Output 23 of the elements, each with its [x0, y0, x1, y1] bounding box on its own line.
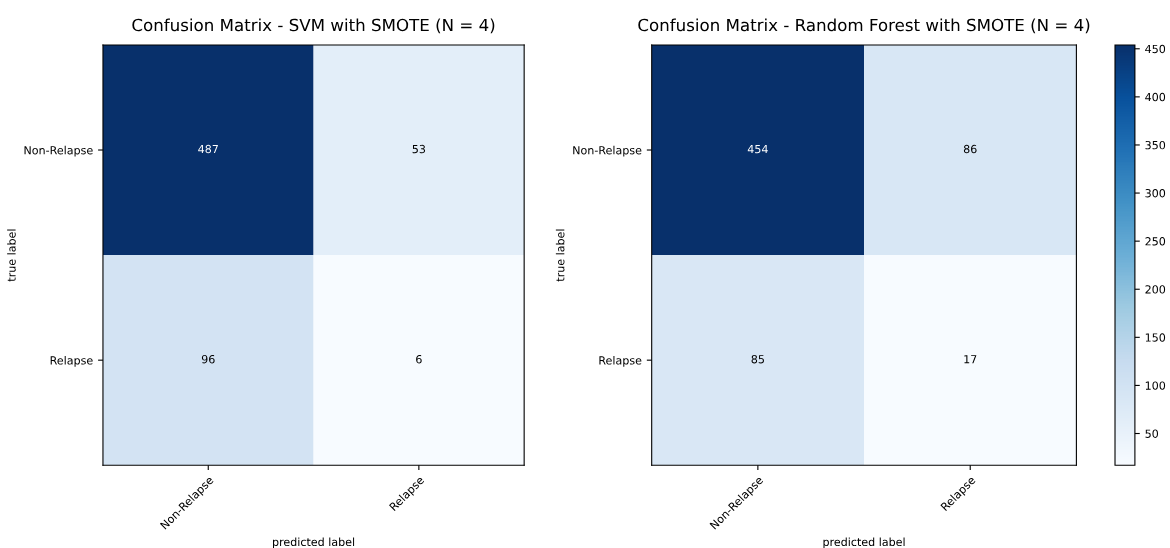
y-axis-title: true label: [7, 229, 16, 282]
color-bar-label: 450: [1145, 44, 1166, 54]
color-bar-label: 100: [1145, 381, 1166, 390]
color-bar-label: 350: [1145, 140, 1166, 150]
color-bar-label: 250: [1145, 237, 1166, 246]
chart-title: Confusion Matrix - Random Forest with SMOTE (N = 4): [638, 18, 1090, 34]
data-label: 454: [747, 144, 768, 154]
data-label: 53: [412, 144, 426, 154]
color-bar-label: 400: [1145, 92, 1166, 102]
color-bar-label: 200: [1145, 285, 1166, 294]
color-bar-label: 300: [1145, 189, 1166, 198]
data-label: 86: [963, 144, 977, 154]
color-bar-label: 50: [1145, 429, 1159, 438]
x-axis-title: predicted label: [273, 537, 355, 548]
data-label: 96: [201, 354, 215, 364]
data-label: 17: [964, 355, 977, 364]
color-bar-label: 150: [1145, 333, 1166, 342]
x-axis-title: predicted label: [823, 537, 905, 548]
data-label: 85: [751, 354, 764, 364]
data-label: 6: [416, 354, 422, 364]
data-label: 487: [198, 144, 218, 154]
chart-title: Confusion Matrix - SVM with SMOTE (N = 4): [132, 18, 495, 34]
y-axis-title: true label: [555, 229, 565, 282]
